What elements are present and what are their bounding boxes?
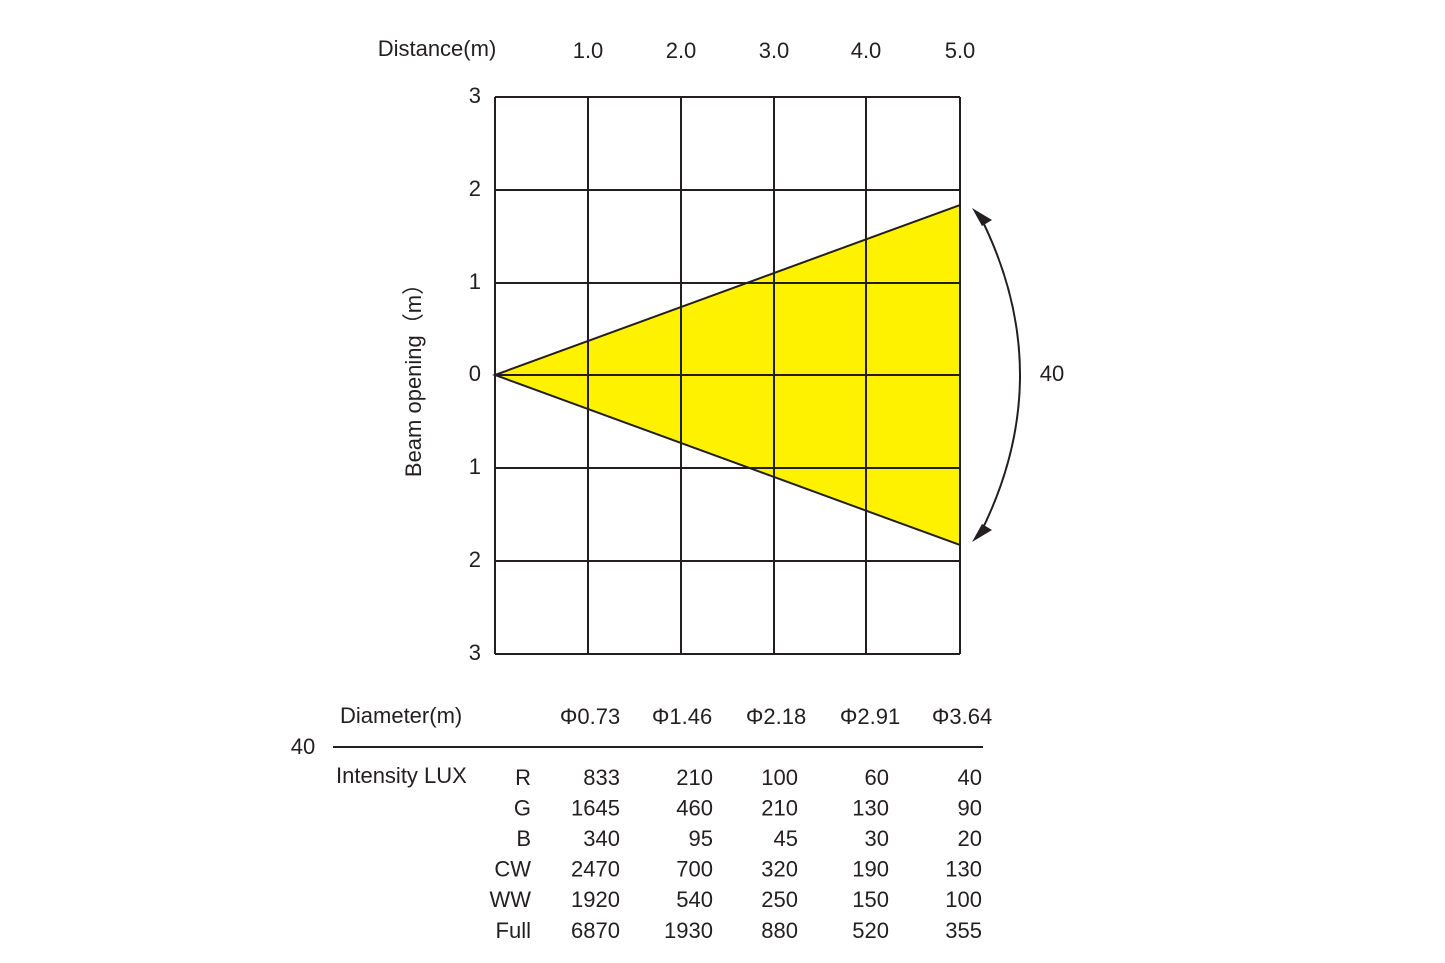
diameter-label: Diameter(m) — [340, 703, 462, 728]
diameter-value: Φ2.91 — [840, 704, 900, 729]
distance-value: 2.0 — [666, 38, 697, 63]
intensity-value: 90 — [958, 795, 982, 820]
distance-value: 4.0 — [851, 38, 882, 63]
row-label: CW — [494, 857, 531, 882]
distance-value: 5.0 — [945, 38, 976, 63]
y-tick-label: 3 — [469, 640, 481, 665]
intensity-value: 320 — [761, 857, 798, 882]
intensity-value: 130 — [852, 795, 889, 820]
intensity-value: 150 — [852, 887, 889, 912]
intensity-value: 100 — [945, 887, 982, 912]
intensity-value: 250 — [761, 887, 798, 912]
intensity-value: 880 — [761, 918, 798, 943]
intensity-value: 1930 — [664, 918, 713, 943]
intensity-value: 95 — [689, 826, 713, 851]
intensity-value: 20 — [958, 826, 982, 851]
intensity-value: 520 — [852, 918, 889, 943]
intensity-value: 1645 — [571, 795, 620, 820]
diameter-value: Φ1.46 — [652, 704, 712, 729]
distance-value: 3.0 — [759, 38, 790, 63]
intensity-value: 210 — [761, 795, 798, 820]
row-label: WW — [489, 887, 531, 912]
y-tick-label: 2 — [469, 547, 481, 572]
intensity-value: 460 — [676, 795, 713, 820]
row-label: B — [516, 826, 531, 851]
diameter-value: Φ0.73 — [560, 704, 620, 729]
intensity-value: 6870 — [571, 918, 620, 943]
intensity-value: 355 — [945, 918, 982, 943]
intensity-value: 40 — [958, 765, 982, 790]
intensity-label: Intensity LUX — [336, 763, 467, 788]
intensity-value: 210 — [676, 765, 713, 790]
y-tick-label: 3 — [469, 83, 481, 108]
y-tick-label: 0 — [469, 361, 481, 386]
intensity-value: 30 — [865, 826, 889, 851]
diameter-value: Φ3.64 — [932, 704, 992, 729]
y-axis-title: Beam opening（m） — [401, 273, 426, 477]
row-label: Full — [496, 918, 531, 943]
intensity-value: 45 — [774, 826, 798, 851]
intensity-value: 60 — [865, 765, 889, 790]
intensity-value: 2470 — [571, 857, 620, 882]
distance-label: Distance(m) — [378, 36, 497, 61]
grid — [494, 96, 961, 655]
y-tick-label: 1 — [469, 269, 481, 294]
row-label: R — [515, 765, 531, 790]
arrow-head — [972, 208, 992, 226]
row-label: G — [514, 795, 531, 820]
distance-value: 1.0 — [573, 38, 604, 63]
intensity-value: 540 — [676, 887, 713, 912]
diameter-value: Φ2.18 — [746, 704, 806, 729]
intensity-value: 700 — [676, 857, 713, 882]
beam-angle: 40 — [1040, 361, 1064, 386]
intensity-value: 1920 — [571, 887, 620, 912]
y-tick-label: 2 — [469, 176, 481, 201]
intensity-value: 130 — [945, 857, 982, 882]
arrow-head — [972, 524, 992, 542]
intensity-value: 833 — [583, 765, 620, 790]
intensity-value: 100 — [761, 765, 798, 790]
intensity-value: 190 — [852, 857, 889, 882]
y-tick-label: 1 — [469, 454, 481, 479]
angle-arc — [979, 215, 1021, 535]
table-angle: 40 — [291, 734, 315, 759]
intensity-value: 340 — [583, 826, 620, 851]
